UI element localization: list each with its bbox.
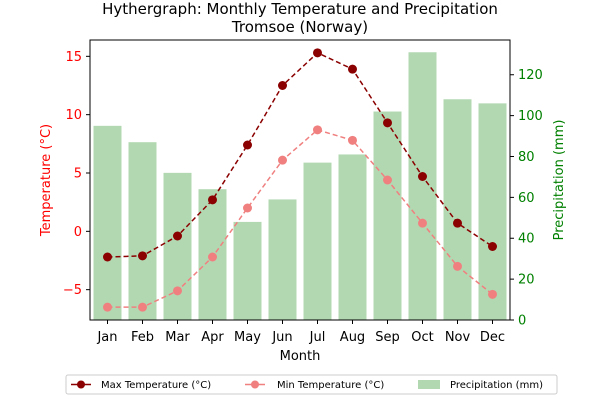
axes: Jan Feb Mar Apr May Jun Jul Aug Sep Oct Nov Dec −5 0 5… <box>63 39 543 345</box>
y-right-tick-label: 120 <box>518 68 543 83</box>
min-temp-point-nov <box>453 261 462 271</box>
y-left-tick-label: 10 <box>65 108 82 123</box>
x-tick-label: Aug <box>340 330 365 345</box>
legend-min-swatch-marker <box>251 380 259 389</box>
y-right-tick-label: 60 <box>518 191 535 206</box>
max-temp-point-feb <box>138 251 147 261</box>
precip-bar-dec <box>478 103 507 320</box>
precip-bar-jul <box>303 162 332 320</box>
min-temp-point-oct <box>418 218 427 228</box>
chart-subtitle: Tromsoe (Norway) <box>231 18 368 36</box>
x-tick-label: Feb <box>131 330 154 345</box>
temperature-lines <box>103 48 497 312</box>
min-temp-point-jul <box>313 125 322 135</box>
max-temp-point-apr <box>208 195 217 205</box>
max-temp-point-jun <box>278 81 287 90</box>
y-axis-right-label: Precipitation (mm) <box>552 120 567 241</box>
min-temp-point-dec <box>488 289 497 299</box>
precip-bar-oct <box>408 52 437 320</box>
x-axis-label: Month <box>280 349 321 364</box>
precip-bar-feb <box>128 142 157 320</box>
plot-frame <box>89 39 511 321</box>
max-temp-point-may <box>243 140 252 150</box>
min-temp-point-may <box>243 203 252 213</box>
min-temp-point-apr <box>208 252 217 262</box>
y-right-tick-label: 80 <box>518 150 535 165</box>
max-temp-point-jul <box>313 48 322 58</box>
y-left-tick-label: 0 <box>74 225 82 240</box>
precipitation-bars <box>93 52 507 321</box>
x-tick-label: Sep <box>375 330 400 345</box>
min-temp-point-feb <box>138 302 147 312</box>
min-temp-point-aug <box>348 135 357 145</box>
chart-title: Hythergraph: Monthly Temperature and Pre… <box>102 0 498 18</box>
min-temp-point-jun <box>278 155 287 165</box>
y-axis-left-label: Temperature (°C) <box>39 124 54 237</box>
x-tick-label: Oct <box>411 330 433 345</box>
precip-bar-aug <box>338 154 367 320</box>
y-left-tick-label: 5 <box>74 167 82 182</box>
legend-precip-label: Precipitation (mm) <box>450 380 543 391</box>
precip-bar-mar <box>163 172 192 320</box>
x-tick-label: Jul <box>309 330 326 345</box>
precip-bar-sep <box>373 111 402 320</box>
legend-max-swatch-marker <box>77 380 85 389</box>
min-temp-point-mar <box>173 286 182 296</box>
max-temp-point-oct <box>418 172 427 181</box>
y-left-tick-label: −5 <box>63 283 82 298</box>
legend-min-label: Min Temperature (°C) <box>277 380 384 391</box>
x-tick-label: Jun <box>271 330 292 345</box>
min-temp-point-sep <box>383 175 392 185</box>
y-left-tick-label: 15 <box>65 50 82 65</box>
x-tick-label: Apr <box>201 330 224 345</box>
max-temp-point-sep <box>383 118 392 128</box>
legend-frame <box>65 374 558 395</box>
precip-bar-jun <box>268 199 297 320</box>
legend: Max Temperature (°C) Min Temperature (°C… <box>65 374 558 395</box>
min-temp-line <box>107 128 493 308</box>
y-right-tick-label: 40 <box>518 232 535 247</box>
x-tick-label: Jan <box>96 330 117 345</box>
precip-bar-may <box>233 221 262 320</box>
max-temp-line <box>107 51 493 258</box>
max-temp-point-jan <box>103 252 112 262</box>
precip-bar-jan <box>93 125 122 320</box>
x-tick-label: Nov <box>445 330 471 345</box>
legend-precip-swatch <box>418 380 440 389</box>
x-tick-label: May <box>234 330 261 345</box>
y-right-tick-label: 0 <box>518 314 526 329</box>
y-right-tick-label: 20 <box>518 273 535 288</box>
max-temp-point-mar <box>173 231 182 241</box>
x-tick-label: Dec <box>480 330 505 345</box>
max-temp-point-dec <box>488 242 497 251</box>
max-temp-point-aug <box>348 64 357 74</box>
min-temp-point-jan <box>103 302 112 312</box>
max-temp-point-nov <box>453 218 462 228</box>
legend-max-label: Max Temperature (°C) <box>101 380 211 391</box>
x-tick-label: Mar <box>165 330 190 345</box>
y-right-tick-label: 100 <box>518 109 543 124</box>
